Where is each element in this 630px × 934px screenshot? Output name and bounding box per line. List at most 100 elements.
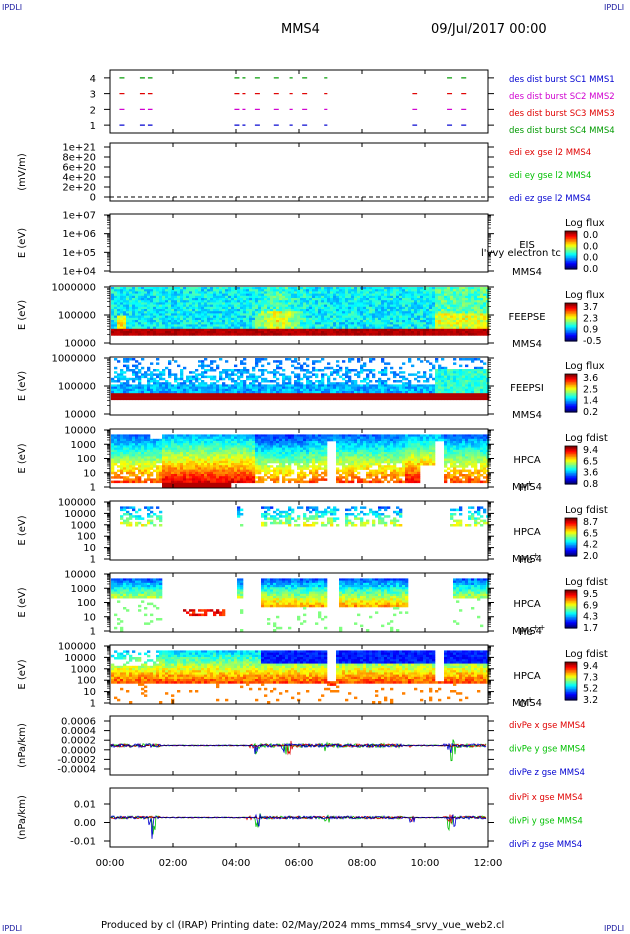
panel-divpi-legend-item: divPi y gse MMS4 <box>509 817 583 827</box>
panel-hpca-hepp-colorbar-cell <box>565 620 577 623</box>
panel-burst-ytick-label: 3 <box>90 90 96 101</box>
panel-hpca-he-colorbar-tick: 2.0 <box>583 551 598 562</box>
panel-feeps-i-colorbar-frame <box>564 373 578 413</box>
panel-feeps-e-colorbar-cell <box>565 303 577 306</box>
panel-feeps-e-colorbar-cell <box>565 310 577 314</box>
panel-hpca-he-colorbar-cell <box>565 518 577 521</box>
panel-feeps-e-colorbar-cell <box>565 307 577 310</box>
x-axis-tick-label: 08:00 <box>348 858 377 869</box>
panel-feeps-i-colorbar-cell <box>565 377 577 380</box>
panel-hpca-he-colorbar-cell <box>565 549 577 552</box>
panel-hpca-hepp-colorbar-cell <box>565 594 577 597</box>
panel-hpca-h-colorbar-cell <box>565 449 577 452</box>
panel-edi-ytick-label: 2e+20 <box>62 183 96 194</box>
panel-hpca-h-colorbar-cell <box>565 474 577 477</box>
panel-edi-legend-item: edi ex gse l2 MMS4 <box>509 148 591 158</box>
panel-feeps-e-colorbar-cell <box>565 309 577 312</box>
panel-hpca-hepp-colorbar-cell <box>565 612 577 615</box>
panel-hpca-o-colorbar-tick: 7.3 <box>583 672 598 683</box>
panel-hpca-o-colorbar-tick: 9.4 <box>583 661 598 672</box>
panel-feeps-e-colorbar-title: Log flux <box>565 290 605 301</box>
panel-hpca-h-colorbar-cell <box>565 458 577 461</box>
panel-divpe-legend-item: divPe x gse MMS4 <box>509 721 586 731</box>
panel-feeps-e-spectrogram <box>111 287 490 336</box>
panel-feeps-e-colorbar-cell <box>565 317 577 320</box>
panel-eis-instrument-label: EIS <box>519 240 535 251</box>
panel-feeps-e-colorbar-cell <box>565 337 577 341</box>
panel-feeps-i-colorbar-tick: 1.4 <box>583 396 598 407</box>
panel-feeps-e-colorbar-cell <box>565 323 577 326</box>
panel-edi-ytick-label: 0 <box>90 193 96 204</box>
panel-hpca-h-colorbar-cell <box>565 471 577 474</box>
panel-feeps-i-colorbar-cell <box>565 407 577 410</box>
panel-eis-spacecraft-label: MMS4 <box>512 267 542 278</box>
panel-feeps-i-colorbar-cell <box>565 396 577 399</box>
panel-hpca-he-colorbar-cell <box>565 551 577 554</box>
panel-burst-legend-item: des dist burst SC4 MMS4 <box>509 126 615 136</box>
panel-feeps-i-colorbar-cell <box>565 400 577 404</box>
panel-eis-colorbar-cell <box>565 248 577 251</box>
panel-divpe-ylabel: (nPa/km) <box>17 723 28 768</box>
panel-divpe-legend-item: divPe z gse MMS4 <box>509 768 585 778</box>
panel-feeps-i-colorbar-title: Log flux <box>565 361 605 372</box>
panel-feeps-i-colorbar-cell <box>565 374 577 377</box>
panel-feeps-e-instrument-label: FEEPSE <box>508 312 545 323</box>
panel-eis-colorbar-cell <box>565 256 577 259</box>
panel-hpca-h-colorbar-cell <box>565 482 577 485</box>
panel-divpe-ytick-label: 0.0000 <box>61 745 96 756</box>
panel-hpca-hepp-colorbar-cell <box>565 609 577 612</box>
panel-edi-ylabel: (mV/m) <box>17 153 28 191</box>
panel-eis-colorbar-cell <box>565 242 577 245</box>
panel-feeps-e-colorbar-tick: 2.3 <box>583 313 598 324</box>
panel-feeps-e-ylabel: E (eV) <box>17 300 28 330</box>
panel-hpca-hepp-colorbar-cell <box>565 621 577 624</box>
panel-burst-ytick-label: 4 <box>90 74 96 85</box>
panel-eis-ytick-label: 1e+04 <box>62 267 96 278</box>
panel-edi-ytick-label: 1e+21 <box>62 143 96 154</box>
panel-feeps-e-colorbar-cell <box>565 315 577 318</box>
corner-label-top-right: IPDLI <box>604 3 625 12</box>
panel-eis-colorbar-tick: 0.0 <box>583 264 598 275</box>
panel-feeps-e-colorbar-cell <box>565 322 577 325</box>
panel-hpca-o-colorbar-cell <box>565 685 577 688</box>
panel-hpca-h-colorbar-title: Log fdist <box>565 433 608 444</box>
panel-burst-ytick-label: 1 <box>90 121 96 132</box>
panel-burst-legend-item: des dist burst SC1 MMS1 <box>509 75 615 85</box>
corner-label-bottom-left: IPDLI <box>2 924 23 933</box>
panel-hpca-o-colorbar-cell <box>565 674 577 677</box>
panel-edi-legend-item: edi ez gse l2 MMS4 <box>509 194 591 204</box>
datetime-title: 09/Jul/2017 00:00 <box>431 22 547 37</box>
panel-hpca-o-colorbar-cell <box>565 696 577 700</box>
panel-hpca-he-ytick-label: 1 <box>90 555 96 566</box>
x-axis-tick-label: 06:00 <box>285 858 314 869</box>
panel-hpca-he-colorbar-cell <box>565 532 577 535</box>
panel-hpca-he-colorbar-tick: 4.2 <box>583 540 598 551</box>
panel-hpca-o-ytick-label: 10000 <box>64 653 96 664</box>
panel-hpca-o-spectrogram <box>111 650 490 704</box>
panel-hpca-hepp-colorbar-cell <box>565 602 577 605</box>
panel-feeps-i-colorbar-cell <box>565 389 577 393</box>
panel-hpca-o-colorbar-cell <box>565 666 577 669</box>
panel-feeps-i-ytick-label: 10000 <box>64 410 96 421</box>
panel-hpca-hepp-spectrogram <box>111 578 490 632</box>
panel-edi-frame <box>109 142 489 202</box>
panel-feeps-e-colorbar-cell <box>565 312 577 315</box>
panel-hpca-he-colorbar-cell <box>565 527 577 530</box>
panel-feeps-i-colorbar-cell <box>565 383 577 386</box>
panel-eis-colorbar-cell <box>565 240 577 243</box>
panel-divpe-ytick-label: 0.0006 <box>61 717 96 728</box>
panel-hpca-hepp-ytick-label: 10 <box>83 612 96 623</box>
panel-feeps-i-colorbar-cell <box>565 402 577 405</box>
panel-feeps-i-colorbar-cell <box>565 391 577 394</box>
panel-hpca-o-spacecraft-label: MMS4 <box>512 698 542 709</box>
panel-feeps-e-colorbar-cell <box>565 306 577 309</box>
x-axis-tick-label: 04:00 <box>222 858 251 869</box>
panel-feeps-i-spectrogram <box>111 358 490 401</box>
panel-eis-colorbar-tick: 0.0 <box>583 253 598 264</box>
panel-hpca-o-colorbar-cell <box>565 677 577 681</box>
panel-divpi-ytick-label: -0.01 <box>70 837 96 848</box>
panel-hpca-hepp-ytick-label: 1000 <box>71 584 96 595</box>
panel-hpca-hepp-colorbar-cell <box>565 618 577 621</box>
panel-hpca-h-colorbar-cell <box>565 453 577 457</box>
panel-feeps-e-colorbar-tick: 0.9 <box>583 325 598 336</box>
